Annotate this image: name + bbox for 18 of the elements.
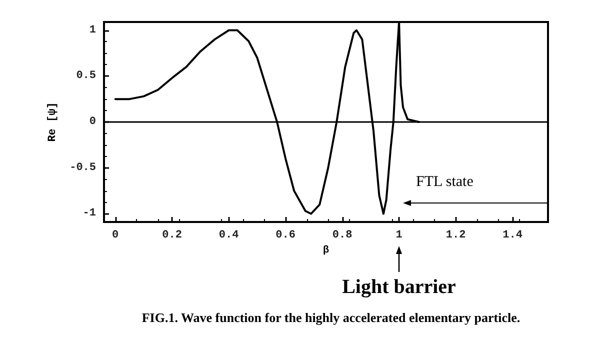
y-axis-title: Re [ψ] [47,102,60,142]
x-tick-label: 1 [396,230,403,242]
y-tick-label: 1 [89,24,96,36]
x-tick-label: 0.8 [332,230,353,242]
x-tick-label: 1.2 [446,230,466,242]
x-tick-label: 0 [112,230,119,242]
x-tick-label: 1.4 [502,230,523,242]
x-axis-title: β [322,244,330,256]
y-tick-label: 0.5 [76,70,96,82]
text: Light barrier [342,276,456,299]
y-tick-label: -0.5 [70,162,96,174]
x-tick-label: 0.4 [218,230,240,242]
x-tick-label: 0.2 [162,230,182,242]
y-tick-label: 0 [89,116,96,128]
annotation: FTL state [416,174,474,191]
y-tick-label: -1 [82,208,96,220]
x-tick-label: 0.6 [276,230,296,242]
caption: FIG.1. Wave function for the highly accelerated elementary particle. [142,310,520,326]
